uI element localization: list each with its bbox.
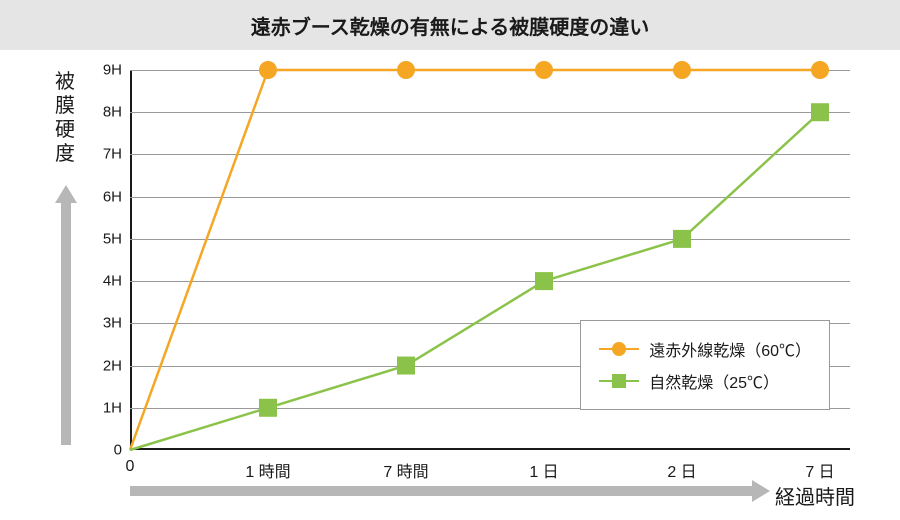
legend-label: 遠赤外線乾燥（60℃） (649, 337, 811, 361)
series-marker (811, 103, 829, 121)
plot-area: 遠赤外線乾燥（60℃） 自然乾燥（25℃） 01H2H3H4H5H6H7H8H9… (130, 70, 850, 450)
legend-item: 遠赤外線乾燥（60℃） (599, 333, 811, 365)
y-tick-label: 5H (103, 230, 130, 247)
y-axis-title-char: 度 (40, 142, 90, 166)
chart-container: 被 膜 硬 度 遠赤外線乾燥（60℃） (0, 50, 900, 520)
y-tick-label: 2H (103, 357, 130, 374)
series-marker (397, 357, 415, 375)
x-tick-label: 1 日 (529, 450, 558, 482)
y-axis-label-box: 被 膜 硬 度 (40, 70, 90, 166)
chart-title: 遠赤ブース乾燥の有無による被膜硬度の違い (251, 11, 649, 40)
series-marker (397, 61, 415, 79)
series-marker (673, 230, 691, 248)
series-marker (535, 61, 553, 79)
legend-box: 遠赤外線乾燥（60℃） 自然乾燥（25℃） (580, 320, 830, 410)
y-axis-title-char: 膜 (40, 94, 90, 118)
chart-title-bar: 遠赤ブース乾燥の有無による被膜硬度の違い (0, 0, 900, 50)
y-axis-title-char: 硬 (40, 118, 90, 142)
series-marker (673, 61, 691, 79)
series-marker (259, 399, 277, 417)
y-tick-label: 1H (103, 399, 130, 416)
y-tick-label: 3H (103, 315, 130, 332)
y-axis-title-char: 被 (40, 70, 90, 94)
legend-label: 自然乾燥（25℃） (649, 369, 779, 393)
y-tick-label: 9H (103, 62, 130, 79)
series-marker (811, 61, 829, 79)
x-tick-label: 1 時間 (245, 450, 290, 482)
x-tick-label: 2 日 (667, 450, 696, 482)
legend-marker-circle-icon (599, 341, 639, 357)
y-axis-arrow-icon (55, 185, 77, 445)
x-axis-title: 経過時間 (775, 481, 855, 510)
y-tick-label: 8H (103, 104, 130, 121)
y-tick-label: 4H (103, 273, 130, 290)
x-axis-arrow-icon (130, 480, 770, 502)
y-tick-label: 6H (103, 188, 130, 205)
series-marker (535, 272, 553, 290)
legend-marker-square-icon (599, 373, 639, 389)
legend-item: 自然乾燥（25℃） (599, 365, 811, 397)
y-axis-title: 被 膜 硬 度 (40, 70, 90, 166)
x-tick-label: 0 (126, 450, 135, 476)
series-marker (259, 61, 277, 79)
x-tick-label: 7 日 (805, 450, 834, 482)
x-tick-label: 7 時間 (383, 450, 428, 482)
y-tick-label: 7H (103, 146, 130, 163)
